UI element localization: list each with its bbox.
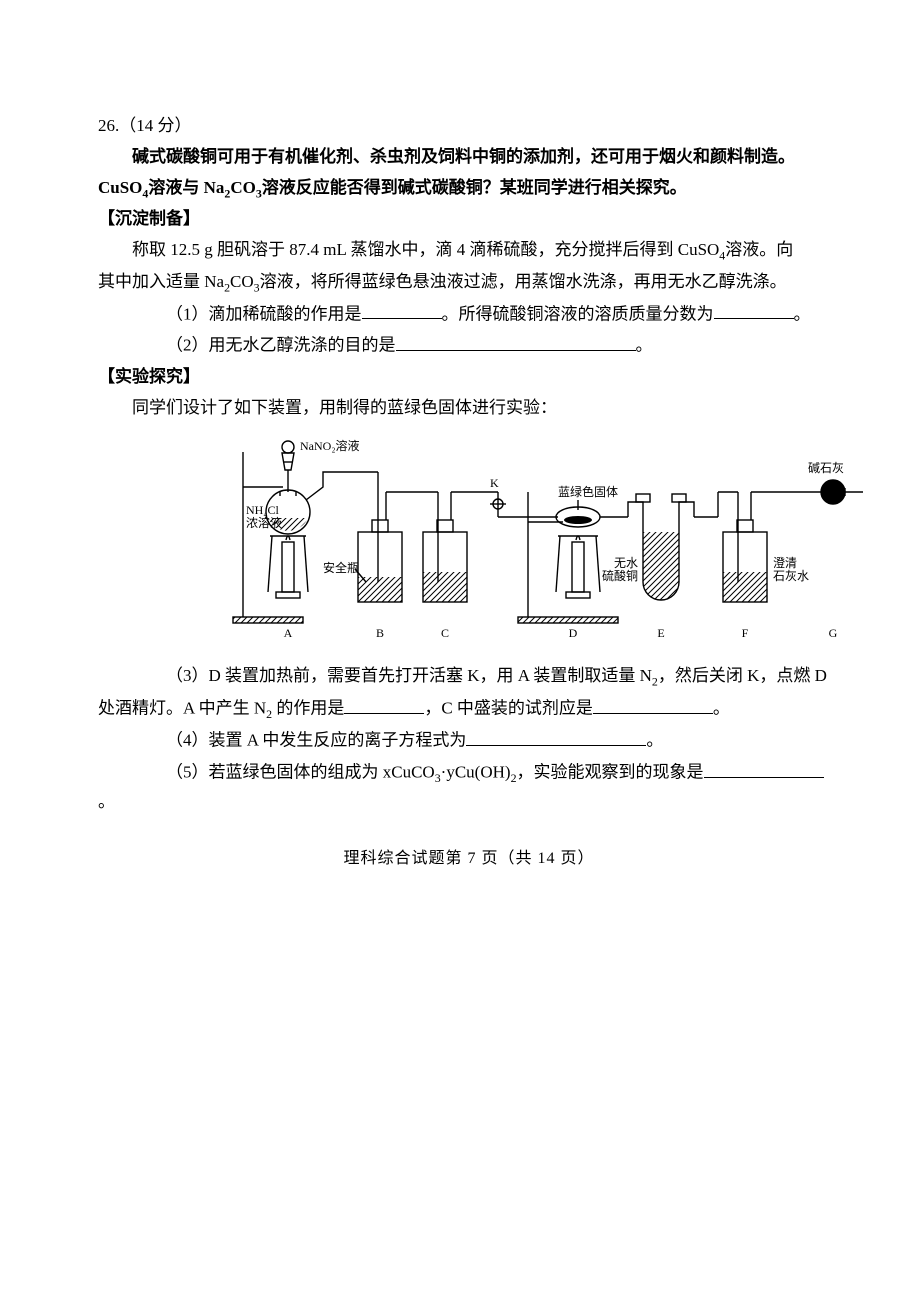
intro-text-1: 碱式碳酸铜可用于有机催化剂、杀虫剂及饲料中铜的添加剂，还可用于烟火和颜料制造。 xyxy=(132,147,795,166)
q3-f: 。 xyxy=(713,699,730,718)
label-nh4cl-b: 浓溶液 xyxy=(246,515,282,530)
intro-line-1: 碱式碳酸铜可用于有机催化剂、杀虫剂及饲料中铜的添加剂，还可用于烟火和颜料制造。 xyxy=(98,143,840,172)
label-solid: 蓝绿色固体 xyxy=(558,484,618,499)
q1-b: 。所得硫酸铜溶液的溶质质量分数为 xyxy=(442,304,714,323)
blank-q2 xyxy=(396,331,636,351)
blank-q5 xyxy=(704,758,824,778)
apparatus-diagram: NaNO₂溶液 NH₄Cl 浓溶液 安全瓶 xyxy=(228,432,868,652)
label-soda: 碱石灰 xyxy=(808,461,844,475)
q4-b: 。 xyxy=(646,731,663,750)
intro2-b: 溶液与 Na xyxy=(148,178,224,197)
blank-q4 xyxy=(466,726,646,746)
q2-a: （2）用无水乙醇洗涤的目的是 xyxy=(166,336,396,355)
sec1-p2: 其中加入适量 Na2CO3溶液，将所得蓝绿色悬浊液过滤，用蒸馏水洗涤，再用无水乙… xyxy=(98,268,840,298)
question-2: （2）用无水乙醇洗涤的目的是 。 xyxy=(98,331,840,361)
label-lime-b: 石灰水 xyxy=(773,569,809,583)
blank-q3-2 xyxy=(593,694,713,714)
label-safety: 安全瓶 xyxy=(323,560,359,575)
q5-c: ，实验能观察到的现象是 xyxy=(517,763,704,782)
question-3-line1: （3）D 装置加热前，需要首先打开活塞 K，用 A 装置制取适量 N2，然后关闭… xyxy=(98,662,840,692)
intro2-c: CO xyxy=(230,178,256,197)
q2-b: 。 xyxy=(636,336,653,355)
blank-q1-2 xyxy=(714,300,794,320)
q5-b: ·yCu(OH) xyxy=(441,763,511,782)
label-A: A xyxy=(284,626,293,640)
label-B: B xyxy=(376,626,384,640)
question-3-line2: 处酒精灯。A 中产生 N2 的作用是，C 中盛装的试剂应是。 xyxy=(98,694,840,724)
label-lime-a: 澄清 xyxy=(773,555,797,570)
label-nh4cl-a: NH₄Cl xyxy=(246,503,280,517)
blank-q1-1 xyxy=(362,300,442,320)
label-cuso4-b: 硫酸铜 xyxy=(602,568,638,583)
section-2-title: 【实验探究】 xyxy=(98,363,840,392)
sec1-p2-b: CO xyxy=(230,272,254,291)
intro2-a: CuSO xyxy=(98,178,142,197)
q1-a: （1）滴加稀硫酸的作用是 xyxy=(166,304,362,323)
label-cuso4-a: 无水 xyxy=(614,556,638,570)
sec2-p1: 同学们设计了如下装置，用制得的蓝绿色固体进行实验： xyxy=(98,394,840,423)
q3-e: ，C 中盛装的试剂应是 xyxy=(424,699,593,718)
q1-c: 。 xyxy=(794,304,811,323)
label-E: E xyxy=(657,626,664,640)
sec1-p2-c: 溶液，将所得蓝绿色悬浊液过滤，用蒸馏水洗涤，再用无水乙醇洗涤。 xyxy=(260,272,787,291)
q3-a: （3）D 装置加热前，需要首先打开活塞 K，用 A 装置制取适量 N xyxy=(166,666,652,685)
q3-c: 处酒精灯。A 中产生 N xyxy=(98,699,266,718)
q3-d: 的作用是 xyxy=(272,699,344,718)
sec1-p1-a: 称取 12.5 g 胆矾溶于 87.4 mL 蒸馏水中，滴 4 滴稀硫酸，充分搅… xyxy=(132,240,719,259)
label-K: K xyxy=(490,476,499,490)
sec1-p1: 称取 12.5 g 胆矾溶于 87.4 mL 蒸馏水中，滴 4 滴稀硫酸，充分搅… xyxy=(98,236,840,266)
blank-q3-1 xyxy=(344,694,424,714)
q5-a: （5）若蓝绿色固体的组成为 xCuCO xyxy=(166,763,435,782)
section-1-title: 【沉淀制备】 xyxy=(98,205,840,234)
q5-d: 。 xyxy=(98,792,115,811)
sec1-p1-b: 溶液。向 xyxy=(725,240,793,259)
sec1-p2-a: 其中加入适量 Na xyxy=(98,272,224,291)
q4-a: （4）装置 A 中发生反应的离子方程式为 xyxy=(166,731,466,750)
q3-b: ，然后关闭 K，点燃 D xyxy=(658,666,827,685)
label-F: F xyxy=(742,626,749,640)
label-C: C xyxy=(441,626,449,640)
intro2-d: 溶液反应能否得到碱式碳酸铜？某班同学进行相关探究。 xyxy=(262,178,687,197)
question-4: （4）装置 A 中发生反应的离子方程式为 。 xyxy=(98,726,840,756)
label-G: G xyxy=(829,626,838,640)
label-nano2: NaNO₂溶液 xyxy=(300,438,360,453)
label-D: D xyxy=(569,626,578,640)
intro-line-2: CuSO4溶液与 Na2CO3溶液反应能否得到碱式碳酸铜？某班同学进行相关探究。 xyxy=(98,174,840,204)
page-footer: 理科综合试题第 7 页（共 14 页） xyxy=(98,845,840,872)
question-5: （5）若蓝绿色固体的组成为 xCuCO3·yCu(OH)2，实验能观察到的现象是… xyxy=(98,758,840,817)
question-1: （1）滴加稀硫酸的作用是 。所得硫酸铜溶液的溶质质量分数为 。 xyxy=(98,300,840,330)
question-number: 26.（14 分） xyxy=(98,112,840,141)
